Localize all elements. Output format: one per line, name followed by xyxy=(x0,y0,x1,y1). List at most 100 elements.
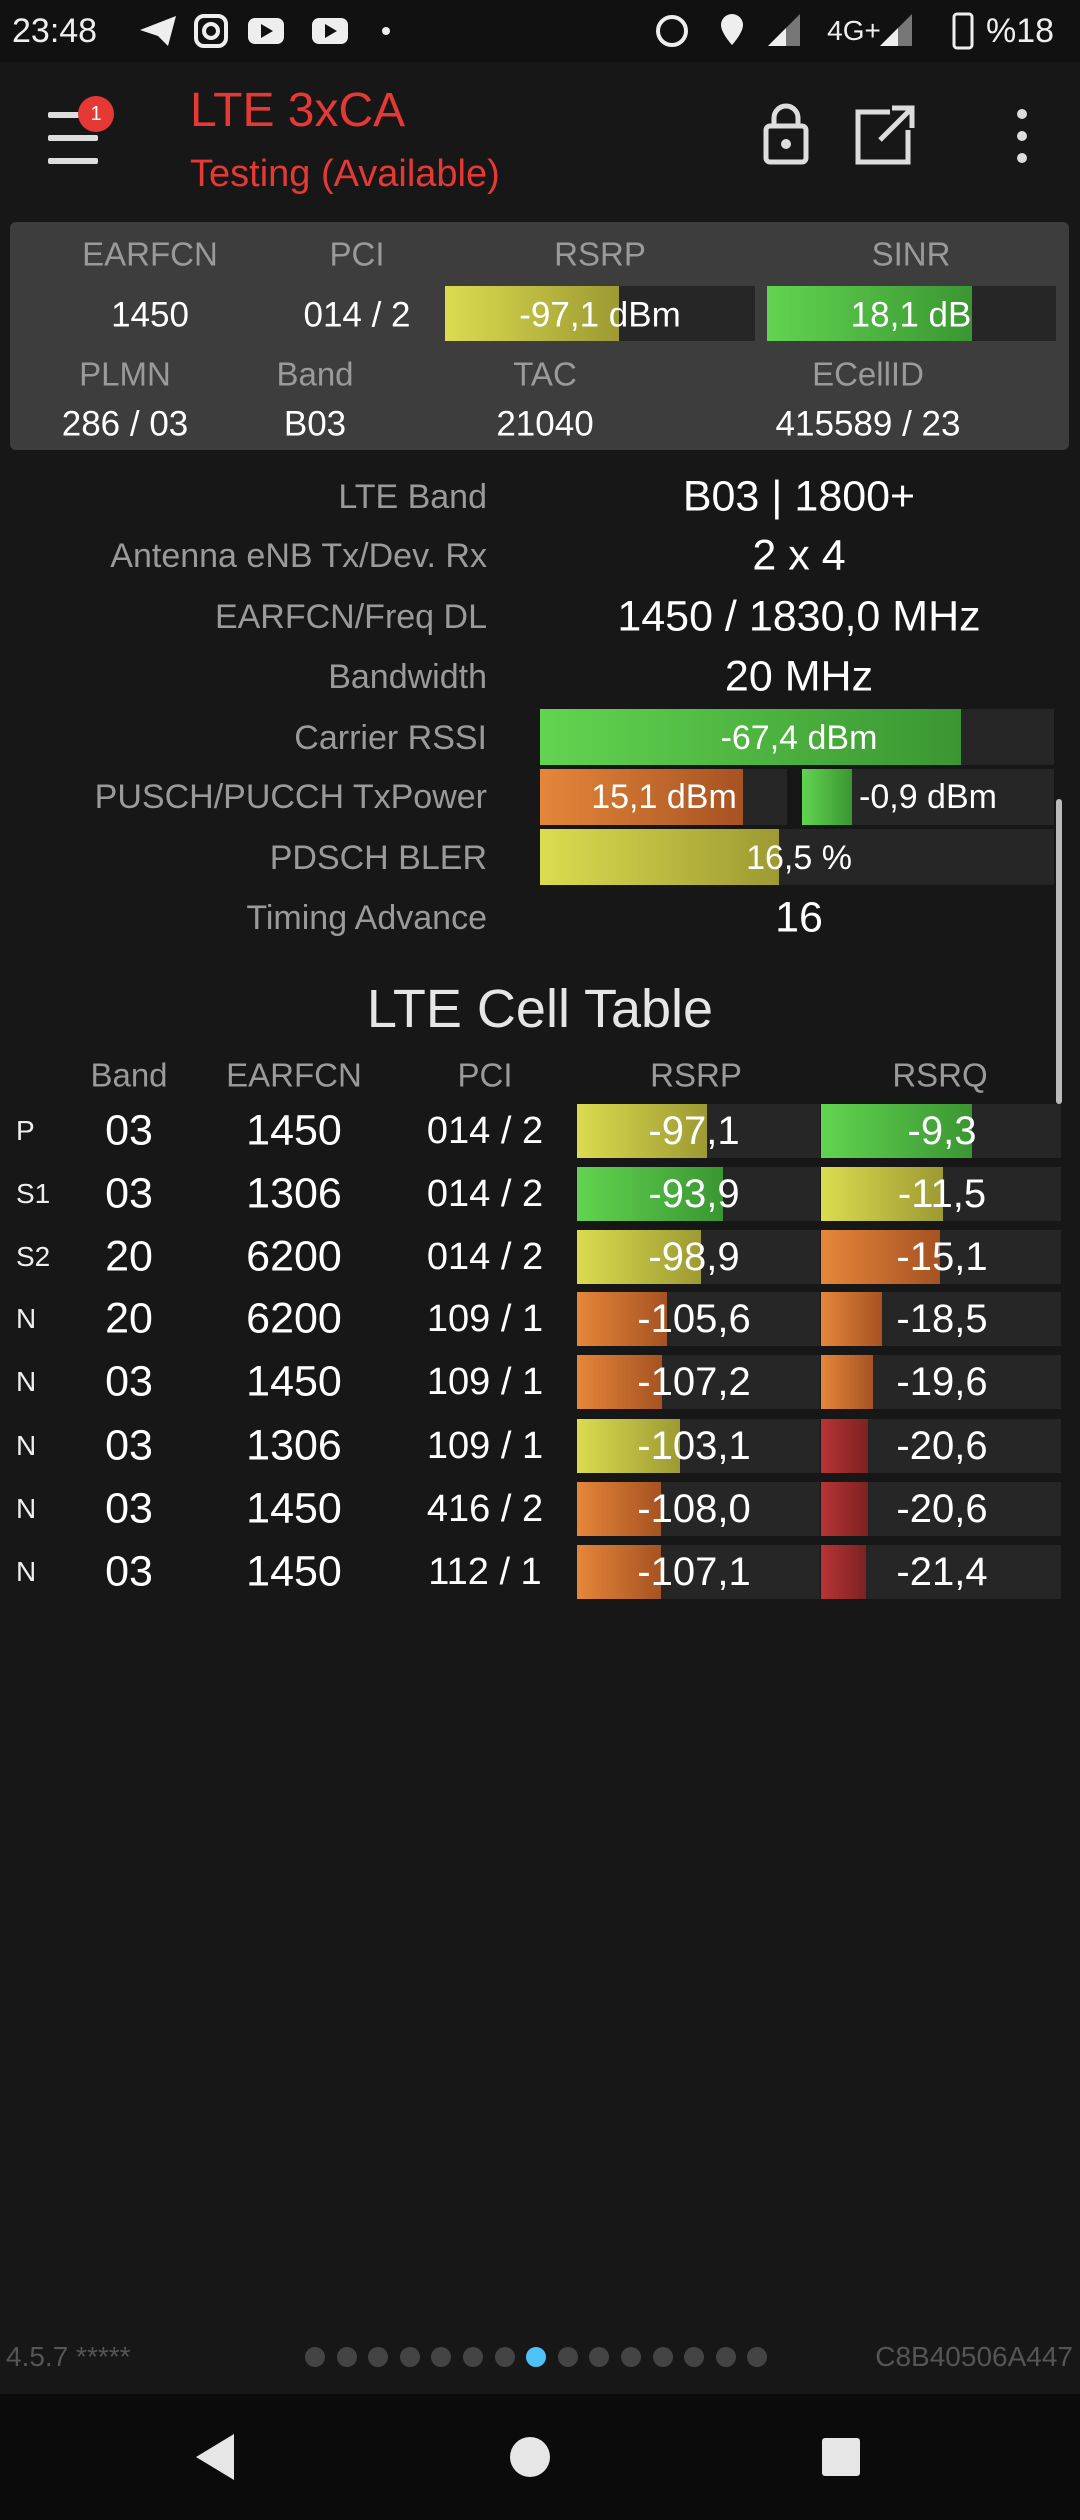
row-type: N xyxy=(16,1556,37,1587)
bar-fill xyxy=(577,1482,661,1536)
detail-value: 16 xyxy=(775,893,823,942)
notification-badge xyxy=(78,96,114,132)
page-indicator-dot[interactable] xyxy=(305,2347,325,2367)
cell-rsrp: -105,6 xyxy=(637,1297,751,1341)
cell-rsrp: -93,9 xyxy=(648,1172,740,1216)
cell-rsrq: -20,6 xyxy=(896,1487,988,1531)
app-subtitle: Testing (Available) xyxy=(190,153,500,195)
page-indicator-dot[interactable] xyxy=(463,2347,483,2367)
row-type: P xyxy=(16,1115,35,1146)
detail-value: 16,5 % xyxy=(746,839,852,877)
page-indicator-dot[interactable] xyxy=(557,2347,578,2367)
bar-fill xyxy=(821,1545,866,1599)
status-network: 4G+ xyxy=(827,15,881,46)
summary-value: 1450 xyxy=(111,295,189,335)
summary-value: 415589 / 23 xyxy=(775,404,961,444)
scrollbar xyxy=(1056,799,1062,1104)
page-indicator-dot[interactable] xyxy=(747,2347,768,2367)
detail-value: -0,9 dBm xyxy=(859,778,997,816)
row-type: N xyxy=(16,1430,37,1461)
page-indicator-dot[interactable] xyxy=(399,2347,420,2367)
summary-value: 21040 xyxy=(496,404,594,444)
detail-label: Antenna eNB Tx/Dev. Rx xyxy=(110,537,487,575)
page-indicator-dot[interactable] xyxy=(494,2347,515,2367)
cell-earfcn: 1450 xyxy=(246,1484,342,1533)
bar-fill xyxy=(577,1104,707,1158)
page-indicator-dot[interactable] xyxy=(589,2347,610,2367)
table-header: RSRP xyxy=(650,1056,742,1094)
cell-pci: 014 / 2 xyxy=(426,1110,544,1152)
lock-button[interactable] xyxy=(763,103,809,165)
page-indicator-dot[interactable] xyxy=(715,2347,736,2367)
detail-value: -67,4 dBm xyxy=(720,719,878,757)
cell-pci: 416 / 2 xyxy=(426,1488,544,1530)
app-title: LTE 3xCA xyxy=(190,84,406,137)
cell-band: 20 xyxy=(105,1294,153,1343)
menu-button[interactable] xyxy=(48,135,98,141)
status-icons xyxy=(140,12,974,50)
cell-pci: 112 / 1 xyxy=(428,1551,542,1593)
open-external-button[interactable] xyxy=(855,105,915,165)
summary-value: 18,1 dB xyxy=(850,295,972,335)
bar-fill xyxy=(577,1355,662,1409)
cell-pci: 109 / 1 xyxy=(426,1298,544,1340)
bar-fill xyxy=(821,1482,868,1536)
page-indicator-dot[interactable] xyxy=(526,2347,547,2367)
summary-header: SINR xyxy=(871,235,951,273)
back-button[interactable] xyxy=(196,2434,234,2480)
cell-rsrq: -18,5 xyxy=(896,1297,988,1341)
detail-label: PUSCH/PUCCH TxPower xyxy=(94,778,487,816)
page-indicator-dot[interactable] xyxy=(684,2347,705,2367)
cell-rsrp: -108,0 xyxy=(637,1487,751,1531)
detail-value: 1450 / 1830,0 MHz xyxy=(617,592,981,641)
cell-band: 03 xyxy=(105,1547,153,1596)
cell-rsrq: -9,3 xyxy=(907,1109,977,1153)
row-type: S1 xyxy=(16,1178,51,1209)
summary-header: ECellID xyxy=(812,355,924,393)
cell-rsrq: -21,4 xyxy=(896,1550,988,1594)
page-indicator-dot[interactable] xyxy=(431,2347,452,2367)
row-type: N xyxy=(16,1366,37,1397)
bar-fill xyxy=(577,1292,667,1346)
home-button[interactable] xyxy=(510,2437,550,2477)
cell-band: 03 xyxy=(105,1357,153,1406)
page-indicator-dot[interactable] xyxy=(621,2347,641,2367)
row-type: N xyxy=(16,1303,37,1334)
page-indicator-dot[interactable] xyxy=(652,2347,673,2367)
bar-fill xyxy=(577,1419,680,1473)
cell-rsrp: -97,1 xyxy=(648,1109,740,1153)
cell-rsrp: -107,1 xyxy=(637,1550,751,1594)
table-header: Band xyxy=(90,1056,168,1094)
summary-value: B03 xyxy=(283,404,347,444)
detail-value: 2 x 4 xyxy=(752,531,846,580)
bar-fill xyxy=(577,1545,661,1599)
cell-rsrq: -15,1 xyxy=(896,1235,988,1279)
cell-earfcn: 1306 xyxy=(246,1421,342,1470)
page-indicator-dot[interactable] xyxy=(336,2347,357,2367)
detail-value: B03 | 1800+ xyxy=(682,472,916,521)
device-id: C8B40506A447 xyxy=(875,2341,1073,2372)
menu-button[interactable] xyxy=(48,158,98,164)
detail-value: 20 MHz xyxy=(724,652,874,701)
page-indicator-dot[interactable] xyxy=(368,2347,389,2367)
detail-label: Bandwidth xyxy=(328,658,487,696)
summary-header: PLMN xyxy=(79,355,171,393)
recents-button[interactable] xyxy=(822,2438,860,2476)
cell-earfcn: 6200 xyxy=(246,1232,342,1281)
cell-earfcn: 1450 xyxy=(246,1547,342,1596)
bar-fill xyxy=(802,769,852,825)
cell-rsrp: -107,2 xyxy=(637,1360,751,1404)
summary-header: Band xyxy=(276,355,354,393)
bar-fill xyxy=(577,1230,701,1284)
table-header: PCI xyxy=(457,1056,513,1094)
toolbar-actions xyxy=(763,103,1027,165)
cell-band: 20 xyxy=(105,1232,153,1281)
more-button[interactable] xyxy=(1017,109,1027,163)
detail-label: PDSCH BLER xyxy=(269,839,487,877)
summary-header: EARFCN xyxy=(82,235,218,273)
bar-fill xyxy=(821,1292,882,1346)
bar-fill xyxy=(445,286,619,341)
menu-button[interactable] xyxy=(48,112,98,118)
table-header: EARFCN xyxy=(226,1056,362,1094)
